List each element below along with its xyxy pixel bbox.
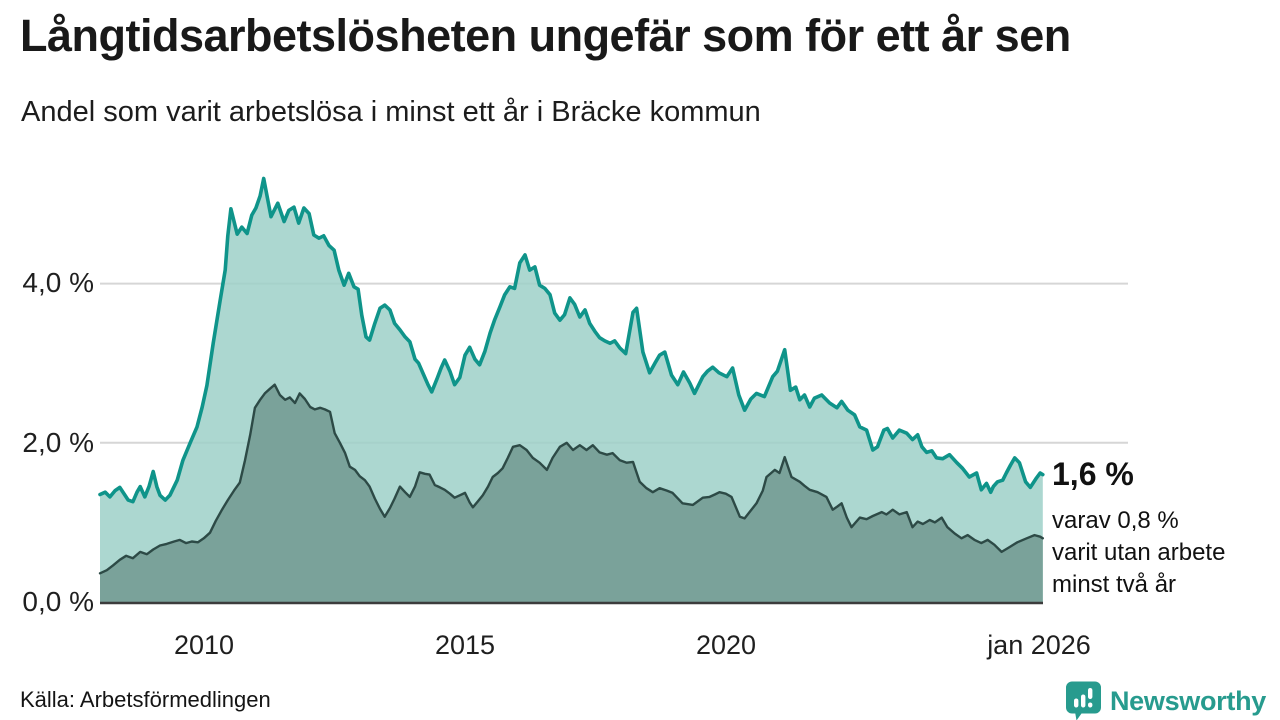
annotation-subset-note: varav 0,8 % varit utan arbete minst två … [1052, 505, 1225, 601]
y-axis-tick-4: 4,0 % [22, 267, 94, 298]
annotation-line-2: varit utan arbete [1052, 539, 1226, 566]
x-axis-tick-2010: 2010 [173, 630, 235, 660]
source-note: Källa: Arbetsförmedlingen [20, 687, 271, 712]
annotation-line-3: minst två år [1052, 571, 1177, 598]
x-axis-tick-2015: 2015 [434, 630, 496, 660]
page-title: Långtidsarbetslösheten ungefär som för e… [20, 10, 1071, 61]
y-axis-tick-0: 0,0 % [22, 586, 94, 617]
newsworthy-logo: Newsworthy [1065, 681, 1266, 720]
page-subtitle: Andel som varit arbetslösa i minst ett å… [21, 96, 761, 128]
newsworthy-pin-icon [1065, 681, 1101, 720]
subset-area [100, 384, 1043, 602]
annotation-latest-value: 1,6 % [1052, 456, 1134, 492]
y-axis-tick-2: 2,0 % [22, 427, 94, 458]
newsworthy-wordmark: Newsworthy [1109, 685, 1266, 716]
x-axis-tick-2020: 2020 [695, 630, 757, 660]
total-line [98, 176, 1045, 504]
annotation-line-1: varav 0,8 % [1052, 507, 1179, 534]
x-axis-tick-jan-2026: jan 2026 [987, 630, 1091, 660]
subset-line [98, 383, 1044, 575]
